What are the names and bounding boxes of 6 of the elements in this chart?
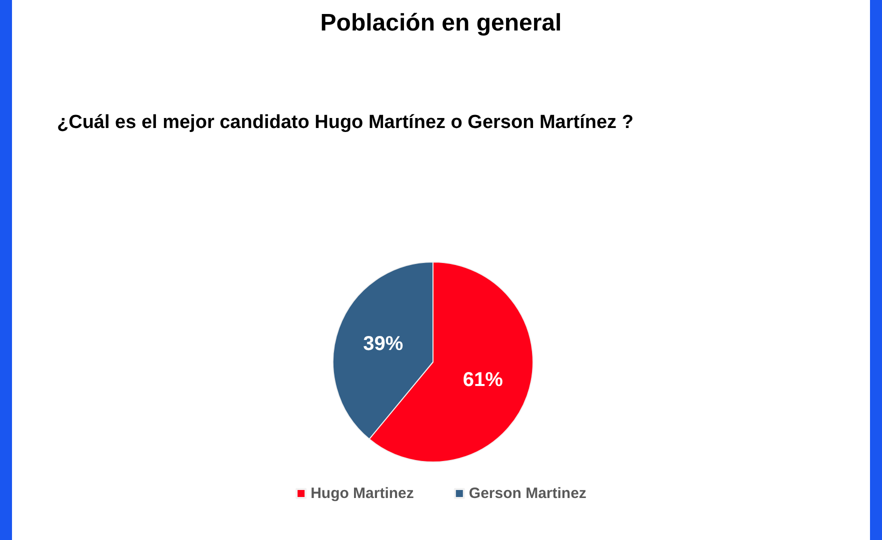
chart-title: Población en general <box>320 10 562 36</box>
data-label: 61% <box>462 368 504 391</box>
data-label: 39% <box>363 333 404 356</box>
legend-label: Hugo Martinez <box>310 485 414 502</box>
legend-label: Gerson Martinez <box>468 485 586 502</box>
chart-subtitle: ¿Cuál es el mejor candidato Hugo Martínez o Gerson Martínez ? <box>57 112 634 133</box>
